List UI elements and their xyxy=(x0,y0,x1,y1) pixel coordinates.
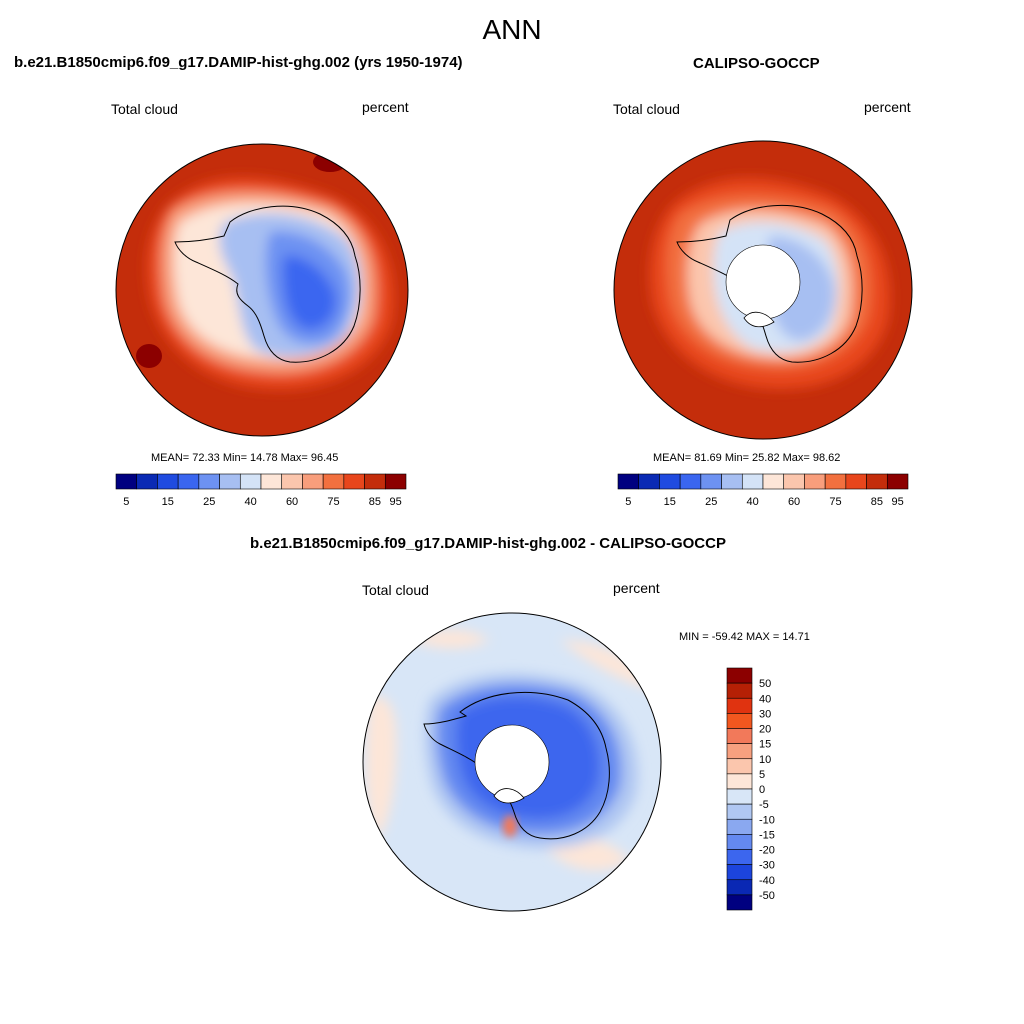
colorbar-label: 5 xyxy=(123,496,129,508)
colorbar-box xyxy=(617,473,640,490)
colorbar-box xyxy=(726,803,753,820)
colorbar-label: -15 xyxy=(759,829,775,841)
colorbar-box xyxy=(726,697,753,714)
colorbar-box xyxy=(866,473,888,490)
colorbar-box xyxy=(136,473,158,490)
colorbar-box xyxy=(741,473,764,490)
colorbar-box xyxy=(721,473,743,490)
panel2-colorbar: 5 15 25 40 60 75 85 95 xyxy=(617,473,909,508)
colorbar-box xyxy=(364,473,386,490)
colorbar-label: 60 xyxy=(286,496,298,508)
panel3-map xyxy=(362,612,662,912)
colorbar-box xyxy=(726,849,753,865)
colorbar-box xyxy=(384,473,407,490)
panel1-colorbar: 5 15 25 40 60 75 85 95 xyxy=(115,473,407,508)
colorbar-box xyxy=(726,773,753,790)
colorbar-label: 95 xyxy=(390,496,402,508)
colorbar-box xyxy=(726,758,753,775)
colorbar-box xyxy=(177,473,200,490)
colorbar-box xyxy=(157,473,179,490)
panel2-variable-label: Total cloud xyxy=(613,101,680,117)
colorbar-box xyxy=(679,473,702,490)
colorbar-box xyxy=(239,473,262,490)
panel1-variable-label: Total cloud xyxy=(111,101,178,117)
colorbar-box xyxy=(115,473,138,490)
colorbar-label: 50 xyxy=(759,678,771,690)
colorbar-label: -40 xyxy=(759,875,775,887)
panel3-title: b.e21.B1850cmip6.f09_g17.DAMIP-hist-ghg.… xyxy=(250,535,726,552)
colorbar-box xyxy=(700,473,722,490)
colorbar-box xyxy=(198,473,220,490)
colorbar-label: 20 xyxy=(759,724,771,736)
colorbar-box xyxy=(804,473,826,490)
colorbar-box xyxy=(845,473,867,490)
colorbar-label: -10 xyxy=(759,814,775,826)
colorbar-box xyxy=(726,667,753,684)
colorbar-label: 85 xyxy=(369,496,381,508)
colorbar-label: 40 xyxy=(747,496,759,508)
colorbar-label: 15 xyxy=(759,739,771,751)
colorbar-box xyxy=(726,894,753,911)
colorbar-box xyxy=(762,473,785,490)
panel3-units-label: percent xyxy=(613,580,660,596)
colorbar-box xyxy=(726,818,753,835)
colorbar-label: 40 xyxy=(245,496,257,508)
colorbar-label: 75 xyxy=(327,496,339,508)
colorbar-box xyxy=(886,473,909,490)
panel3-variable-label: Total cloud xyxy=(362,582,429,598)
colorbar-box xyxy=(726,682,753,699)
colorbar-box xyxy=(322,473,345,490)
panel1-title: b.e21.B1850cmip6.f09_g17.DAMIP-hist-ghg.… xyxy=(14,54,463,71)
colorbar-box xyxy=(659,473,681,490)
panel2-units-label: percent xyxy=(864,99,911,115)
colorbar-label: 15 xyxy=(162,496,174,508)
colorbar-box xyxy=(726,728,753,744)
colorbar-box xyxy=(302,473,324,490)
panel2-map xyxy=(613,140,913,440)
colorbar-label: 85 xyxy=(871,496,883,508)
colorbar-box xyxy=(638,473,660,490)
colorbar-label: 10 xyxy=(759,754,771,766)
figure-title: ANN xyxy=(482,14,542,45)
colorbar-box xyxy=(726,788,753,805)
panel3-stats: MIN = -59.42 MAX = 14.71 xyxy=(679,631,810,643)
colorbar-label: 5 xyxy=(759,769,765,781)
colorbar-box xyxy=(726,864,753,881)
panel1-map xyxy=(115,143,409,437)
colorbar-box xyxy=(260,473,283,490)
colorbar-label: -5 xyxy=(759,799,769,811)
colorbar-label: 25 xyxy=(705,496,717,508)
colorbar-label: -20 xyxy=(759,845,775,857)
colorbar-label: -50 xyxy=(759,890,775,902)
colorbar-box xyxy=(824,473,847,490)
colorbar-label: 15 xyxy=(664,496,676,508)
colorbar-label: 0 xyxy=(759,784,765,796)
panel2-stats: MEAN= 81.69 Min= 25.82 Max= 98.62 xyxy=(653,452,841,464)
colorbar-box xyxy=(726,879,753,896)
panel2-title: CALIPSO-GOCCP xyxy=(693,55,820,72)
colorbar-box xyxy=(281,473,303,490)
panel1-units-label: percent xyxy=(362,99,409,115)
colorbar-label: 25 xyxy=(203,496,215,508)
colorbar-label: 40 xyxy=(759,693,771,705)
colorbar-box xyxy=(726,713,753,729)
colorbar-label: -30 xyxy=(759,860,775,872)
colorbar-label: 95 xyxy=(892,496,904,508)
colorbar-label: 5 xyxy=(625,496,631,508)
colorbar-box xyxy=(726,743,753,760)
colorbar-box xyxy=(783,473,805,490)
colorbar-box xyxy=(219,473,241,490)
panel1-stats: MEAN= 72.33 Min= 14.78 Max= 96.45 xyxy=(151,452,339,464)
colorbar-label: 60 xyxy=(788,496,800,508)
colorbar-box xyxy=(343,473,365,490)
colorbar-box xyxy=(726,834,753,850)
colorbar-label: 75 xyxy=(829,496,841,508)
colorbar-label: 30 xyxy=(759,708,771,720)
